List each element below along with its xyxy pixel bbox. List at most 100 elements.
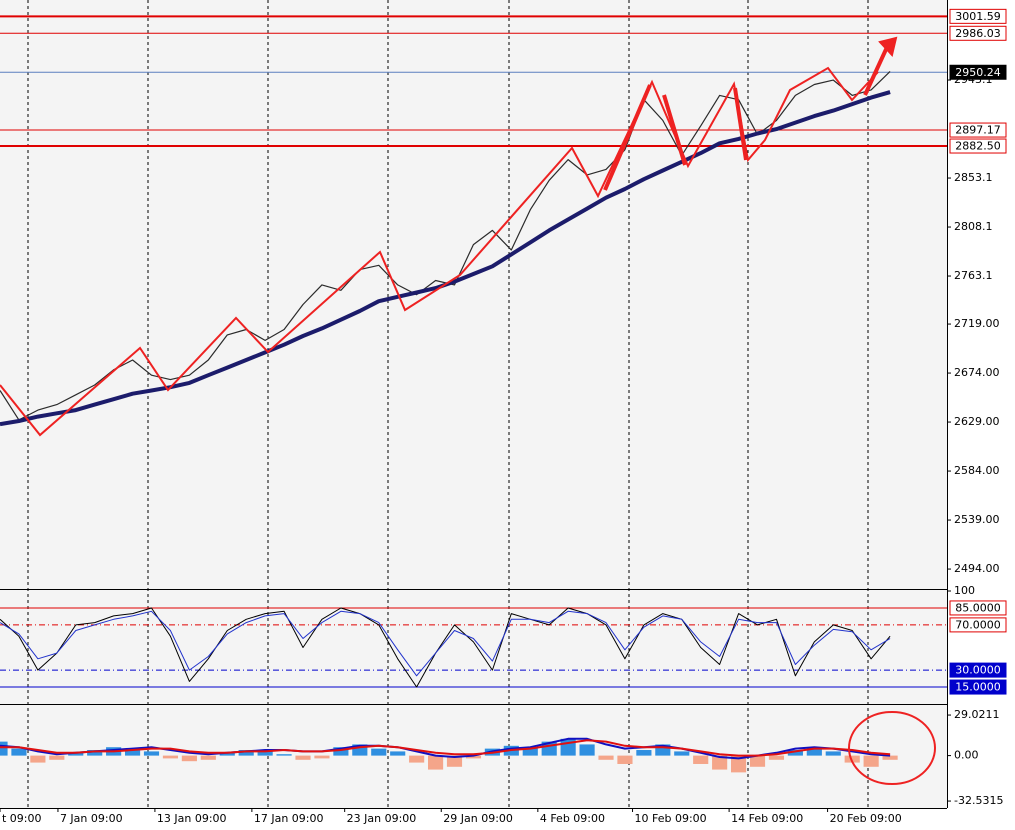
histogram-bar: [30, 755, 46, 763]
level-label: 85.0000: [955, 601, 1001, 614]
histogram-bar: [693, 755, 709, 764]
histogram-bar: [409, 755, 425, 763]
y-tick-label: 100: [954, 584, 975, 597]
series-line: [0, 70, 891, 421]
y-tick-label: 2539.00: [954, 513, 1000, 526]
x-tick-label: 14 Feb 09:00: [731, 812, 803, 825]
level-label: 2986.03: [955, 27, 1001, 40]
histogram-bar: [238, 750, 254, 756]
level-label-box: [949, 122, 1007, 138]
x-tick-label: t 09:00: [2, 812, 42, 825]
arrow: [863, 44, 890, 96]
level-label-box: [949, 617, 1007, 633]
histogram-bar: [87, 750, 103, 756]
histogram-bar: [219, 752, 235, 756]
y-tick-label: 2719.00: [954, 317, 1000, 330]
x-tick-label: 17 Jan 09:00: [254, 812, 324, 825]
frame: [0, 0, 948, 809]
histogram-bar: [200, 755, 216, 760]
histogram-bar: [162, 755, 179, 759]
histogram-bar: [49, 755, 65, 760]
panel: [0, 607, 947, 688]
x-tick-label: 13 Jan 09:00: [157, 812, 227, 825]
level-label-box: [949, 8, 1007, 24]
arrow: [733, 87, 748, 161]
histogram-bar: [882, 755, 898, 760]
series-line: [0, 610, 891, 677]
histogram-bar: [68, 752, 84, 756]
level-label-box: [949, 64, 1007, 80]
histogram-bar: [825, 751, 841, 756]
y-tick-label: 2763.1: [954, 269, 993, 282]
histogram-bar: [446, 755, 463, 767]
histogram-bar: [655, 744, 671, 756]
level-label-box: [949, 600, 1007, 616]
histogram-bar: [333, 747, 349, 756]
histogram-bar: [844, 755, 860, 763]
y-tick-label: 2853.1: [954, 171, 993, 184]
histogram-bar: [314, 755, 330, 759]
series-line: [0, 737, 891, 760]
level-label-box: [949, 662, 1007, 678]
x-tick-label: 29 Jan 09:00: [443, 812, 513, 825]
histogram-bar: [636, 750, 652, 756]
histogram-bar: [768, 755, 785, 760]
level-label-box: [949, 679, 1007, 695]
y-tick-label: -32.5315: [954, 794, 1003, 807]
arrow: [662, 94, 687, 166]
y-tick-label: 2674.00: [954, 366, 1000, 379]
x-tick-label: 23 Jan 09:00: [347, 812, 417, 825]
histogram-bar: [295, 755, 311, 760]
histogram-bar: [124, 748, 141, 756]
histogram-bar: [731, 755, 747, 773]
y-tick-label: 2629.00: [954, 415, 1000, 428]
histogram-bar: [749, 755, 766, 767]
histogram-bar: [617, 755, 633, 764]
histogram-bar: [276, 754, 292, 756]
x-tick-label: 20 Feb 09:00: [830, 812, 902, 825]
histogram-bar: [352, 744, 368, 756]
histogram-bar: [0, 741, 8, 756]
y-tick-label: 2808.1: [954, 220, 993, 233]
x-tick-label: 10 Feb 09:00: [635, 812, 707, 825]
x-tick-label: 7 Jan 09:00: [60, 812, 123, 825]
histogram-bar: [390, 751, 406, 756]
level-label: 2897.17: [955, 124, 1001, 137]
series-line: [0, 607, 891, 688]
histogram-bar: [11, 748, 27, 756]
plot-background: [0, 0, 947, 808]
histogram-bar: [257, 751, 273, 756]
arrow: [603, 84, 652, 191]
histogram-bar: [863, 755, 879, 767]
y-tick-label: 2494.00: [954, 562, 1000, 575]
level-label: 15.0000: [955, 681, 1001, 694]
level-label: 2882.50: [955, 140, 1001, 153]
histogram-bar: [465, 755, 482, 759]
y-tick-label: 2584.00: [954, 464, 1000, 477]
histogram-bar: [181, 755, 197, 762]
histogram-bar: [427, 755, 444, 770]
histogram-bar: [674, 751, 690, 756]
level-label-box: [949, 138, 1007, 154]
histogram-bar: [787, 750, 803, 756]
histogram-bar: [522, 747, 538, 756]
histogram-bar: [579, 744, 595, 756]
level-label: 2950.24: [955, 66, 1001, 79]
x-tick-label: 4 Feb 09:00: [540, 812, 605, 825]
series-line: [0, 739, 891, 757]
histogram-bar: [598, 755, 614, 760]
session-separators: [27, 0, 869, 808]
zigzag-annotation: [0, 36, 936, 785]
highlight-circle: [848, 711, 936, 785]
arrow-head: [878, 36, 898, 58]
y-tick-label: 0.00: [954, 749, 979, 762]
histogram-bar: [143, 751, 160, 756]
level-label-box: [949, 25, 1007, 41]
histogram-bar: [371, 748, 387, 756]
histogram-bar: [806, 747, 822, 756]
y-tick-label: 29.0211: [954, 708, 1000, 721]
level-label: 3001.59: [955, 10, 1001, 23]
zigzag: [0, 66, 879, 437]
